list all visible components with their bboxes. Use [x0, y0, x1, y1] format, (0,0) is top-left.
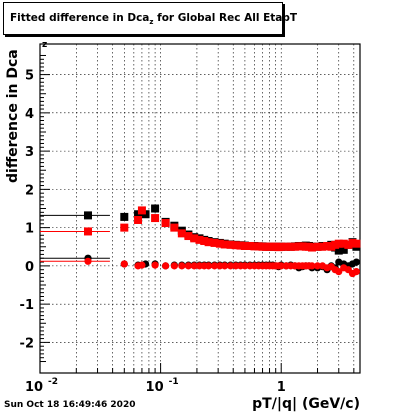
y-axis-label-subscript: z: [42, 40, 48, 50]
y-tick-label: -2: [20, 336, 34, 351]
x-tick-label: 10: [146, 380, 164, 395]
axis-ticks: [39, 54, 355, 373]
data-point-square: [161, 219, 170, 228]
x-axis-label: pT/|q| (GeV/c): [252, 396, 360, 412]
data-point-square: [318, 242, 327, 251]
data-point-square: [277, 242, 286, 251]
y-tick-label: 5: [25, 69, 34, 84]
data-point-square: [204, 238, 213, 247]
data-point-circle: [178, 262, 186, 270]
data-point-square: [120, 223, 129, 232]
data-point-square: [344, 240, 353, 249]
data-point-square: [83, 211, 92, 220]
data-point-circle: [352, 268, 360, 276]
data-point-circle: [313, 262, 322, 270]
data-point-square: [334, 239, 343, 248]
x-tick-label-exponent: -1: [169, 377, 179, 387]
data-point-square: [215, 239, 224, 248]
data-point-square: [339, 239, 348, 248]
data-point-square: [308, 243, 317, 252]
data-point-square: [323, 241, 332, 250]
x-tick-label-exponent: -2: [48, 377, 58, 387]
data-point-square: [134, 215, 143, 224]
data-point-circle: [184, 262, 193, 270]
x-tick-label: 10: [25, 380, 43, 395]
data-point-circle: [221, 262, 229, 270]
y-tick-label: 3: [25, 145, 34, 160]
data-point-square: [190, 234, 199, 243]
y-tick-label: -1: [20, 298, 34, 313]
data-point-square: [231, 241, 240, 250]
data-point-circle: [120, 260, 128, 268]
data-point-square: [339, 245, 348, 254]
plot-border: [39, 43, 361, 374]
data-point-square: [286, 242, 295, 251]
y-axis-label: difference in Dca: [5, 49, 21, 183]
data-point-square: [334, 246, 343, 255]
data-point-square: [240, 241, 249, 250]
data-points: [40, 204, 361, 278]
timestamp: Sun Oct 18 16:49:46 2020: [4, 400, 136, 410]
data-point-square: [170, 223, 179, 232]
y-tick-label: 2: [25, 183, 34, 198]
y-tick-label: 4: [25, 107, 34, 122]
data-point-square: [195, 235, 204, 244]
data-point-circle: [241, 262, 249, 270]
data-point-circle: [226, 262, 235, 270]
data-point-square: [184, 232, 193, 241]
plot-frame: [39, 43, 361, 374]
data-point-square: [137, 206, 146, 215]
data-point-square: [250, 242, 259, 251]
data-point-square: [236, 241, 245, 250]
data-point-square: [151, 204, 160, 213]
data-point-circle: [151, 261, 159, 269]
x-tick-label: 1: [277, 380, 286, 395]
grid: [39, 44, 360, 373]
data-point-square: [352, 239, 361, 248]
data-point-circle: [210, 262, 219, 270]
data-point-square: [210, 238, 219, 247]
data-point-square: [83, 227, 92, 236]
data-point-circle: [190, 262, 198, 270]
data-point-circle: [170, 262, 178, 270]
data-point-circle: [277, 262, 285, 270]
data-point-circle: [162, 262, 170, 270]
data-point-circle: [84, 257, 92, 265]
data-point-square: [245, 241, 254, 250]
title-box: Fitted difference in Dcaz for Global Rec…: [3, 2, 297, 35]
data-point-square: [200, 237, 209, 246]
data-point-square: [177, 229, 186, 238]
data-point-square: [282, 242, 291, 251]
data-point-circle: [352, 258, 360, 266]
data-point-circle: [138, 261, 146, 269]
data-point-circle: [205, 262, 213, 270]
tick-labels: -2 -1 0 1 2 3 4 5 10 -2 10 -1 1: [20, 69, 286, 395]
data-point-circle: [308, 262, 316, 270]
data-point-circle: [335, 268, 343, 276]
y-tick-label: 0: [25, 260, 34, 275]
data-point-square: [220, 240, 229, 249]
data-point-square: [313, 242, 322, 251]
data-point-square: [226, 240, 235, 249]
chart-title: Fitted difference in Dcaz for Global Rec…: [10, 12, 298, 27]
y-tick-label: 1: [25, 222, 34, 237]
data-point-square: [120, 212, 129, 221]
data-point-square: [151, 214, 160, 223]
